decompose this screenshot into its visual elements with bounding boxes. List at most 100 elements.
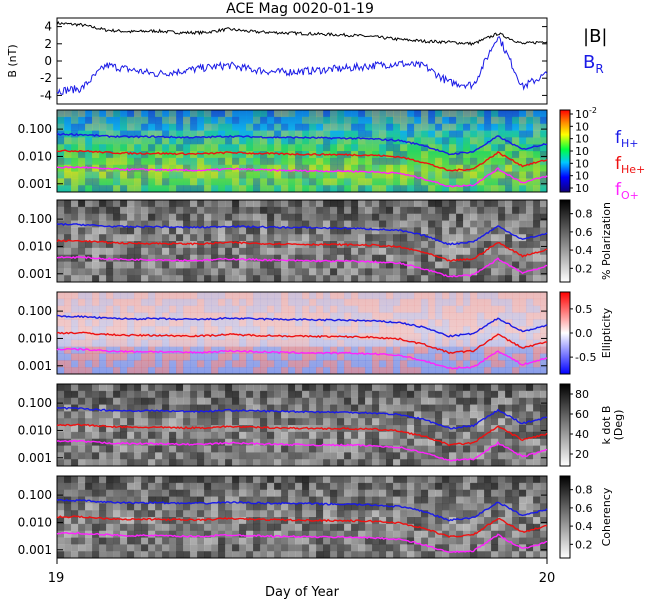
gyrofrequency-line-hplus bbox=[56, 222, 548, 246]
spectrogram-cell bbox=[113, 537, 121, 545]
spectrogram-cell bbox=[498, 305, 506, 313]
spectrogram-cell bbox=[477, 496, 485, 504]
spectrogram-cell bbox=[498, 445, 506, 453]
spectrogram-cell bbox=[491, 298, 499, 306]
spectrogram-cell bbox=[274, 551, 282, 559]
spectrogram-cell bbox=[211, 123, 219, 131]
spectrogram-cell bbox=[540, 220, 548, 228]
spectrogram-cell bbox=[120, 360, 128, 368]
spectrogram-cell bbox=[113, 551, 121, 559]
spectrogram-cell bbox=[281, 346, 289, 354]
spectrogram-cell bbox=[330, 537, 338, 545]
spectrogram-cell bbox=[379, 360, 387, 368]
spectrogram-cell bbox=[239, 523, 247, 531]
spectrogram-cell bbox=[477, 200, 485, 208]
spectrogram-cell bbox=[491, 123, 499, 131]
freq-y-tick-label: 0.001 bbox=[18, 177, 52, 191]
spectrogram-cell bbox=[477, 452, 485, 460]
spectrogram-cell bbox=[526, 523, 534, 531]
spectrogram-cell bbox=[442, 171, 450, 179]
spectrogram-cell bbox=[414, 346, 422, 354]
spectrogram-cell bbox=[302, 213, 310, 221]
spectrogram-cell bbox=[435, 517, 443, 525]
spectrogram-cell bbox=[64, 411, 72, 419]
spectrogram-cell bbox=[253, 130, 261, 138]
spectrogram-cell bbox=[127, 404, 135, 412]
spectrogram-cell bbox=[428, 227, 436, 235]
spectrogram-cell bbox=[442, 476, 450, 484]
spectrogram-cell bbox=[365, 200, 373, 208]
spectrogram-cell bbox=[302, 171, 310, 179]
spectrogram-cell bbox=[519, 116, 527, 124]
spectrogram-cell bbox=[57, 123, 65, 131]
spectrogram-cell bbox=[197, 530, 205, 538]
spectrogram-cell bbox=[344, 384, 352, 392]
spectrogram-cell bbox=[526, 254, 534, 262]
spectrogram-cell bbox=[344, 489, 352, 497]
spectrogram-cell bbox=[120, 339, 128, 347]
spectrogram-cell bbox=[442, 425, 450, 433]
spectrogram-cell bbox=[435, 241, 443, 249]
spectrogram-cell bbox=[64, 459, 72, 467]
spectrogram-cell bbox=[407, 346, 415, 354]
spectrogram-cell bbox=[323, 384, 331, 392]
spectrogram-cell bbox=[239, 418, 247, 426]
spectrogram-cell bbox=[540, 164, 548, 172]
spectrogram-cell bbox=[120, 404, 128, 412]
spectrogram-cell bbox=[225, 537, 233, 545]
spectrogram-cell bbox=[85, 185, 93, 193]
spectrogram-cell bbox=[113, 261, 121, 269]
spectrogram-cell bbox=[260, 254, 268, 262]
spectrogram-cell bbox=[85, 339, 93, 347]
spectrogram-cell bbox=[414, 200, 422, 208]
spectrogram-cell bbox=[169, 116, 177, 124]
spectrogram-cell bbox=[442, 164, 450, 172]
spectrogram-cell bbox=[92, 123, 100, 131]
spectrogram-cell bbox=[113, 220, 121, 228]
spectrogram-cell bbox=[92, 213, 100, 221]
spectrogram-cell bbox=[155, 312, 163, 320]
spectrogram-cell bbox=[323, 261, 331, 269]
spectrogram-cell bbox=[134, 482, 142, 490]
spectrogram-cell bbox=[470, 110, 478, 118]
spectrogram-cell bbox=[148, 178, 156, 186]
spectrogram-cell bbox=[344, 346, 352, 354]
spectrogram-cell bbox=[484, 489, 492, 497]
spectrogram-cell bbox=[316, 360, 324, 368]
spectrogram-cell bbox=[393, 431, 401, 439]
spectrogram-cell bbox=[449, 418, 457, 426]
spectrogram-cell bbox=[491, 476, 499, 484]
spectrogram-cell bbox=[484, 151, 492, 159]
spectrogram-cell bbox=[470, 185, 478, 193]
spectrogram-cell bbox=[358, 367, 366, 375]
spectrogram-cell bbox=[526, 319, 534, 327]
spectrogram-cell bbox=[64, 452, 72, 460]
spectrogram-cell bbox=[225, 110, 233, 118]
spectrogram-cell bbox=[316, 178, 324, 186]
spectrogram-cell bbox=[204, 206, 212, 214]
spectrogram-cell bbox=[302, 431, 310, 439]
spectrogram-cell bbox=[400, 268, 408, 276]
spectrogram-cell bbox=[344, 247, 352, 255]
spectrogram-cell bbox=[57, 144, 65, 152]
spectrogram-cell bbox=[134, 110, 142, 118]
spectrogram-cell bbox=[442, 200, 450, 208]
spectrogram-cell bbox=[78, 213, 86, 221]
spectrogram-cell bbox=[456, 517, 464, 525]
spectrogram-cell bbox=[169, 384, 177, 392]
spectrogram-cell bbox=[330, 292, 338, 300]
spectrogram-cell bbox=[281, 530, 289, 538]
series-line-b-magnitude bbox=[56, 20, 548, 47]
spectrogram-cell bbox=[540, 445, 548, 453]
spectrogram-cell bbox=[267, 418, 275, 426]
spectrogram-cell bbox=[316, 523, 324, 531]
spectrogram-cell bbox=[540, 397, 548, 405]
spectrogram-cell bbox=[484, 213, 492, 221]
spectrogram-cell bbox=[449, 312, 457, 320]
spectrogram-cell bbox=[57, 234, 65, 242]
spectrogram-cell bbox=[239, 544, 247, 552]
spectrogram-cell bbox=[190, 326, 198, 334]
spectrogram-cell bbox=[267, 353, 275, 361]
spectrogram-cell bbox=[197, 367, 205, 375]
spectrogram-cell bbox=[400, 333, 408, 341]
